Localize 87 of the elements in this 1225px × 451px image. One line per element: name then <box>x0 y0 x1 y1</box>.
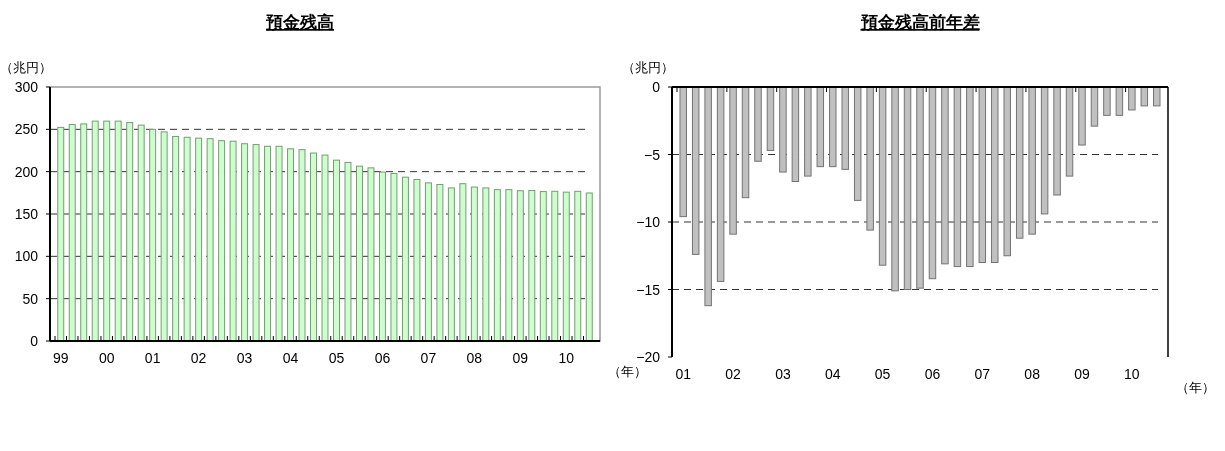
x-tick-label: 99 <box>52 350 69 366</box>
x-tick-label: 05 <box>328 350 345 366</box>
bar <box>344 161 352 342</box>
bar <box>378 171 386 342</box>
bar <box>401 176 409 342</box>
y-tick-label: −5 <box>644 146 661 163</box>
y-axis-title: （兆円） <box>0 60 52 75</box>
bar <box>528 189 536 342</box>
y-tick-label: 0 <box>652 79 661 95</box>
bar <box>172 135 180 342</box>
bar <box>195 137 203 342</box>
bar <box>574 190 582 342</box>
chart-title: 預金残高 <box>265 13 334 32</box>
y-tick-label: 200 <box>14 163 39 180</box>
y-tick-label: 250 <box>14 121 39 138</box>
x-tick-label: 07 <box>974 366 991 382</box>
y-tick-label: 0 <box>30 333 39 349</box>
bar <box>562 191 570 342</box>
bar <box>183 136 191 342</box>
bar <box>310 152 317 342</box>
bar <box>321 154 329 342</box>
bar <box>229 140 237 342</box>
x-tick-label: 07 <box>420 350 437 366</box>
bar <box>218 140 226 342</box>
bar <box>275 145 283 342</box>
bar <box>424 182 432 342</box>
bar <box>80 123 88 342</box>
x-tick-label: 00 <box>98 350 115 366</box>
x-tick-label: 08 <box>466 350 483 366</box>
y-tick-label: 150 <box>14 206 39 222</box>
bar <box>505 189 513 342</box>
bar <box>333 159 340 342</box>
bar <box>206 138 214 342</box>
bar <box>114 120 122 342</box>
bar <box>551 190 559 342</box>
bar <box>264 145 272 342</box>
y-tick-label: −10 <box>636 214 661 230</box>
x-tick-label: 03 <box>775 366 791 382</box>
bar <box>160 131 168 342</box>
y-axis-title: （兆円） <box>622 60 674 75</box>
bar <box>287 148 295 342</box>
y-tick-label: −15 <box>636 281 661 298</box>
bar <box>367 167 375 342</box>
bar <box>516 190 524 342</box>
bar <box>57 126 65 342</box>
bar <box>482 187 490 342</box>
x-tick-label: 06 <box>374 350 391 366</box>
x-axis-title: （年） <box>608 364 647 379</box>
bar <box>390 172 398 342</box>
x-tick-label: 10 <box>558 350 575 366</box>
x-tick-label: 06 <box>924 366 941 382</box>
x-tick-label: 10 <box>1124 366 1140 382</box>
x-tick-label: 09 <box>1074 366 1090 382</box>
bar <box>241 143 249 342</box>
bar <box>149 128 157 342</box>
bar <box>447 187 455 342</box>
x-tick-label: 05 <box>874 366 891 382</box>
bar <box>68 124 76 342</box>
bar <box>493 189 501 342</box>
bar <box>470 186 478 342</box>
y-tick-label: 100 <box>14 248 39 265</box>
x-tick-label: 01 <box>675 366 692 382</box>
x-tick-label: 04 <box>282 350 299 366</box>
bar <box>585 192 593 342</box>
x-axis-title: （年） <box>1176 380 1215 395</box>
x-tick-label: 02 <box>190 350 207 366</box>
x-tick-label: 08 <box>1024 366 1041 382</box>
bar <box>413 178 421 342</box>
y-tick-label: 300 <box>14 79 39 95</box>
y-tick-label: 50 <box>22 290 39 307</box>
bar <box>103 120 111 342</box>
x-tick-label: 03 <box>236 350 253 366</box>
bar <box>355 165 363 342</box>
bar <box>459 183 467 342</box>
bar <box>539 191 547 342</box>
x-tick-label: 04 <box>824 366 841 382</box>
bar <box>126 122 134 342</box>
bar <box>137 124 145 342</box>
bar <box>436 184 444 342</box>
x-tick-label: 02 <box>725 366 742 382</box>
bar <box>252 144 260 342</box>
chart-title: 預金残高前年差 <box>859 13 980 32</box>
bar <box>298 149 306 342</box>
y-tick-label: −20 <box>636 349 661 365</box>
x-tick-label: 01 <box>144 350 161 366</box>
x-tick-label: 09 <box>512 350 529 366</box>
bar <box>91 120 99 342</box>
